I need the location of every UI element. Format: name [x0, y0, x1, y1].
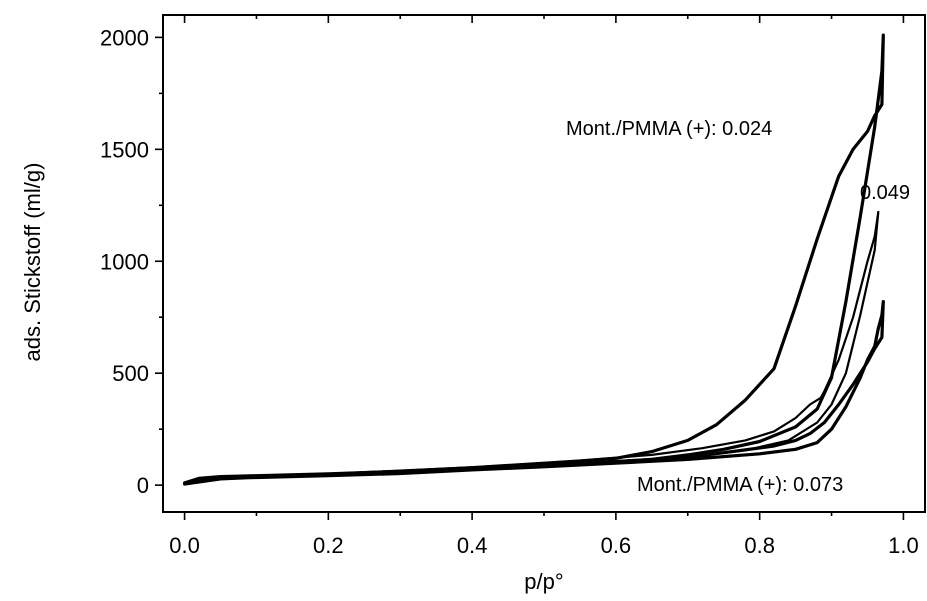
x-tick-label-2: 0.4	[457, 533, 488, 558]
series-group	[183, 33, 885, 486]
series-line-2	[183, 300, 885, 486]
tick-labels: 0.0 0.2 0.4 0.6 0.8 1.0 0 500 1000 1500 2000	[100, 25, 919, 558]
x-tick-label-0: 0.0	[169, 533, 200, 558]
series-line-0	[183, 33, 885, 485]
annotation-0073: Mont./PMMA (+): 0.073	[637, 474, 843, 496]
series-line-1	[183, 210, 880, 484]
tick-marks	[155, 15, 905, 520]
y-tick-label-2: 1000	[100, 249, 149, 274]
x-tick-label-4: 0.8	[744, 533, 775, 558]
x-tick-label-5: 1.0	[888, 533, 919, 558]
y-tick-label-0: 0	[137, 473, 149, 498]
y-axis-title: ads. Stickstoff (ml/g)	[20, 163, 45, 362]
x-tick-label-1: 0.2	[313, 533, 344, 558]
y-tick-label-3: 1500	[100, 137, 149, 162]
y-tick-label-4: 2000	[100, 25, 149, 50]
annotation-0024: Mont./PMMA (+): 0.024	[566, 118, 772, 140]
annotation-0049: 0.049	[860, 182, 910, 204]
x-axis-title: p/p°	[524, 569, 563, 594]
y-tick-label-1: 500	[112, 361, 149, 386]
x-tick-label-3: 0.6	[601, 533, 632, 558]
